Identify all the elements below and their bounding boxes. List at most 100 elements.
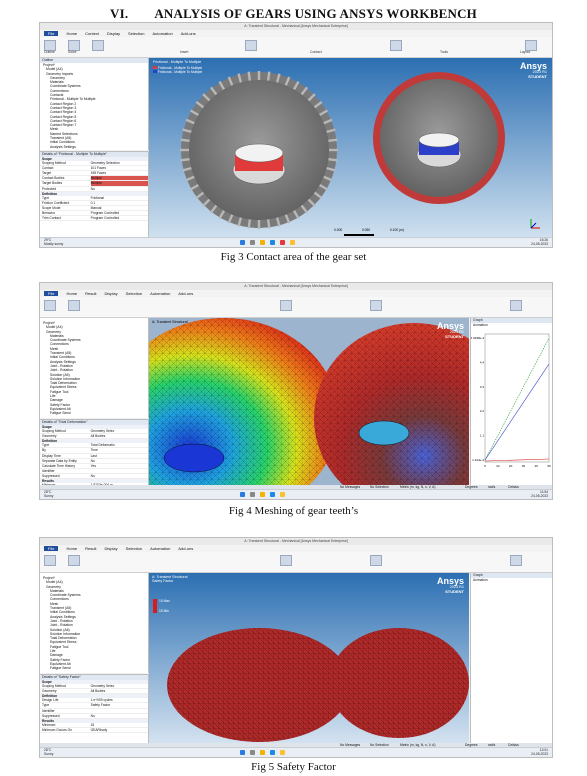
tree-item[interactable]: Project* <box>43 576 55 580</box>
ansys-taskbar-icon[interactable] <box>280 750 285 755</box>
tree-item[interactable]: Analysis Settings <box>50 144 76 149</box>
probe-icon[interactable] <box>280 300 292 311</box>
tree-item[interactable]: Contacts <box>50 93 64 98</box>
menu-result[interactable]: Result <box>85 291 97 296</box>
menu-file[interactable]: File <box>44 546 59 551</box>
details-row[interactable]: Behavior Program Controlled <box>40 211 148 217</box>
details-row[interactable]: Minimum Occurs On GEARbody <box>40 728 148 734</box>
tree-item[interactable]: Transient (A5) <box>50 606 72 611</box>
tree-item[interactable]: Mesh <box>50 346 59 351</box>
tree-item[interactable]: Equivalent Alt <box>50 406 71 411</box>
vectors-icon[interactable] <box>370 300 382 311</box>
details-row[interactable]: Scoping Method Geometry Selec <box>40 429 148 435</box>
tree-item[interactable]: Solution (A6) <box>50 372 70 377</box>
menu-display[interactable]: Display <box>104 291 118 296</box>
search-icon[interactable] <box>250 240 255 245</box>
details-row[interactable]: Contact Bodies Multiple <box>40 176 148 182</box>
graphics-viewport[interactable]: A: Transient Structural Ansys 2023 R1 STUD… <box>149 318 469 485</box>
explorer-icon[interactable] <box>260 492 265 497</box>
details-row[interactable]: Minimum 15 <box>40 723 148 728</box>
tree-item[interactable]: Solution Information <box>50 376 81 381</box>
probe-icon[interactable] <box>280 555 292 566</box>
solve-icon[interactable] <box>68 555 80 566</box>
tree-item[interactable]: Solution (A6) <box>50 627 70 632</box>
menu-file[interactable]: File <box>44 31 59 36</box>
tree-item[interactable]: Contact Region 5 <box>50 114 77 119</box>
details-row[interactable]: Target 198 Faces <box>40 171 148 177</box>
tree-item[interactable]: Geometry <box>46 584 61 589</box>
menu-selection[interactable]: Selection <box>125 291 143 296</box>
tree-item[interactable]: Fatigue Sensi <box>50 411 71 416</box>
tree-item[interactable]: Materials <box>50 333 64 338</box>
tree-item[interactable]: Named Selections <box>50 131 78 136</box>
tree-item[interactable]: Initial Conditions <box>50 355 75 360</box>
menu-addons[interactable]: Add-ons <box>180 31 196 36</box>
tree-item[interactable]: Mesh <box>50 127 59 132</box>
tree-item[interactable]: Contact Region 2 <box>50 101 77 106</box>
graphics-viewport[interactable]: Frictional - Multiple To Multiple Fricti… <box>149 58 552 237</box>
tree-item[interactable]: Equivalent Stress <box>50 640 77 645</box>
connection-icon[interactable] <box>245 40 257 51</box>
start-icon[interactable] <box>240 750 245 755</box>
details-row[interactable]: Identifier <box>40 469 148 474</box>
menu-home[interactable]: Home <box>66 291 78 296</box>
tree-item[interactable]: Contact Region 4 <box>50 110 77 115</box>
search-icon[interactable] <box>250 492 255 497</box>
details-row[interactable]: Type Total Deformatio <box>40 443 148 449</box>
menu-result[interactable]: Result <box>85 546 97 551</box>
menu-display[interactable]: Display <box>106 31 121 36</box>
duplicate-icon[interactable] <box>44 40 56 51</box>
ansys-taskbar-icon[interactable] <box>280 492 285 497</box>
tree-item[interactable]: Joint - Rotation <box>50 623 73 628</box>
tree-item[interactable]: Geometry <box>50 75 65 80</box>
tree-item[interactable]: Model (A4) <box>46 67 63 72</box>
tree-item[interactable]: Damage <box>50 653 63 658</box>
menu-context[interactable]: Context <box>85 31 99 36</box>
solve-icon[interactable] <box>68 40 80 51</box>
tree-item[interactable]: Transient (A5) <box>50 351 72 356</box>
tree-item[interactable]: Total Deformation <box>50 381 77 386</box>
duplicate-icon[interactable] <box>44 300 56 311</box>
start-icon[interactable] <box>240 492 245 497</box>
details-row[interactable]: Geometry All Bodies <box>40 689 148 695</box>
tree-item[interactable]: Model (A4) <box>46 580 63 585</box>
graphics-viewport[interactable]: A: Transient Structural Safety Factor 15 … <box>149 573 469 743</box>
details-row[interactable]: Type Frictional <box>40 196 148 201</box>
tree-item[interactable]: Initial Conditions <box>50 610 75 615</box>
menu-automation[interactable]: Automation <box>152 31 173 36</box>
details-row[interactable]: Suppressed No <box>40 714 148 719</box>
details-row[interactable]: Separate Data by Entity No <box>40 459 148 464</box>
menu-file[interactable]: File <box>44 291 59 296</box>
details-row[interactable]: Target Bodies Multiple <box>40 181 148 187</box>
tree-item[interactable]: Connections <box>50 597 69 602</box>
tree-item[interactable]: Coordinate Systems <box>50 338 81 343</box>
start-icon[interactable] <box>240 240 245 245</box>
tree-item[interactable]: Equivalent Alt <box>50 661 71 666</box>
layout-icon[interactable] <box>525 40 537 51</box>
tree-item[interactable]: Project* <box>43 321 55 325</box>
vectors-icon[interactable] <box>370 555 382 566</box>
details-row[interactable]: Suppressed No <box>40 474 148 480</box>
edge-icon[interactable] <box>270 750 275 755</box>
weather-widget[interactable]: 29°C Mostly sunny <box>44 238 64 246</box>
details-row[interactable]: Calculate Time History Yes <box>40 464 148 469</box>
menu-home[interactable]: Home <box>66 31 78 36</box>
capped-isosurface-icon[interactable] <box>510 300 522 311</box>
details-row[interactable]: Scope Mode Manual <box>40 206 148 212</box>
details-row[interactable]: Contact 101 Faces <box>40 166 148 172</box>
tree-item[interactable]: Analysis Settings <box>50 614 76 619</box>
tree-item[interactable]: Connections <box>50 88 69 93</box>
tree-item[interactable]: Contact Region 6 <box>50 118 77 123</box>
menu-addons[interactable]: Add-ons <box>178 546 194 551</box>
tree-item[interactable]: Model (A4) <box>46 325 63 330</box>
tree-item[interactable]: Joint - Rotation <box>50 368 73 373</box>
search-icon[interactable] <box>250 750 255 755</box>
details-row[interactable]: Scoping Method Geometry Selection <box>40 161 148 167</box>
details-row[interactable]: Identifier <box>40 709 148 714</box>
tree-item[interactable]: Contact Region 7 <box>50 123 77 128</box>
weather-widget[interactable]: 28°C Sunny <box>44 748 54 756</box>
tree-item[interactable]: Frictional - Multiple To Multiple <box>50 97 96 102</box>
tree-item[interactable]: Initial Conditions <box>50 140 75 145</box>
details-row[interactable]: Type Safety Factor <box>40 703 148 709</box>
tree-item[interactable]: Equivalent Stress <box>50 385 77 390</box>
